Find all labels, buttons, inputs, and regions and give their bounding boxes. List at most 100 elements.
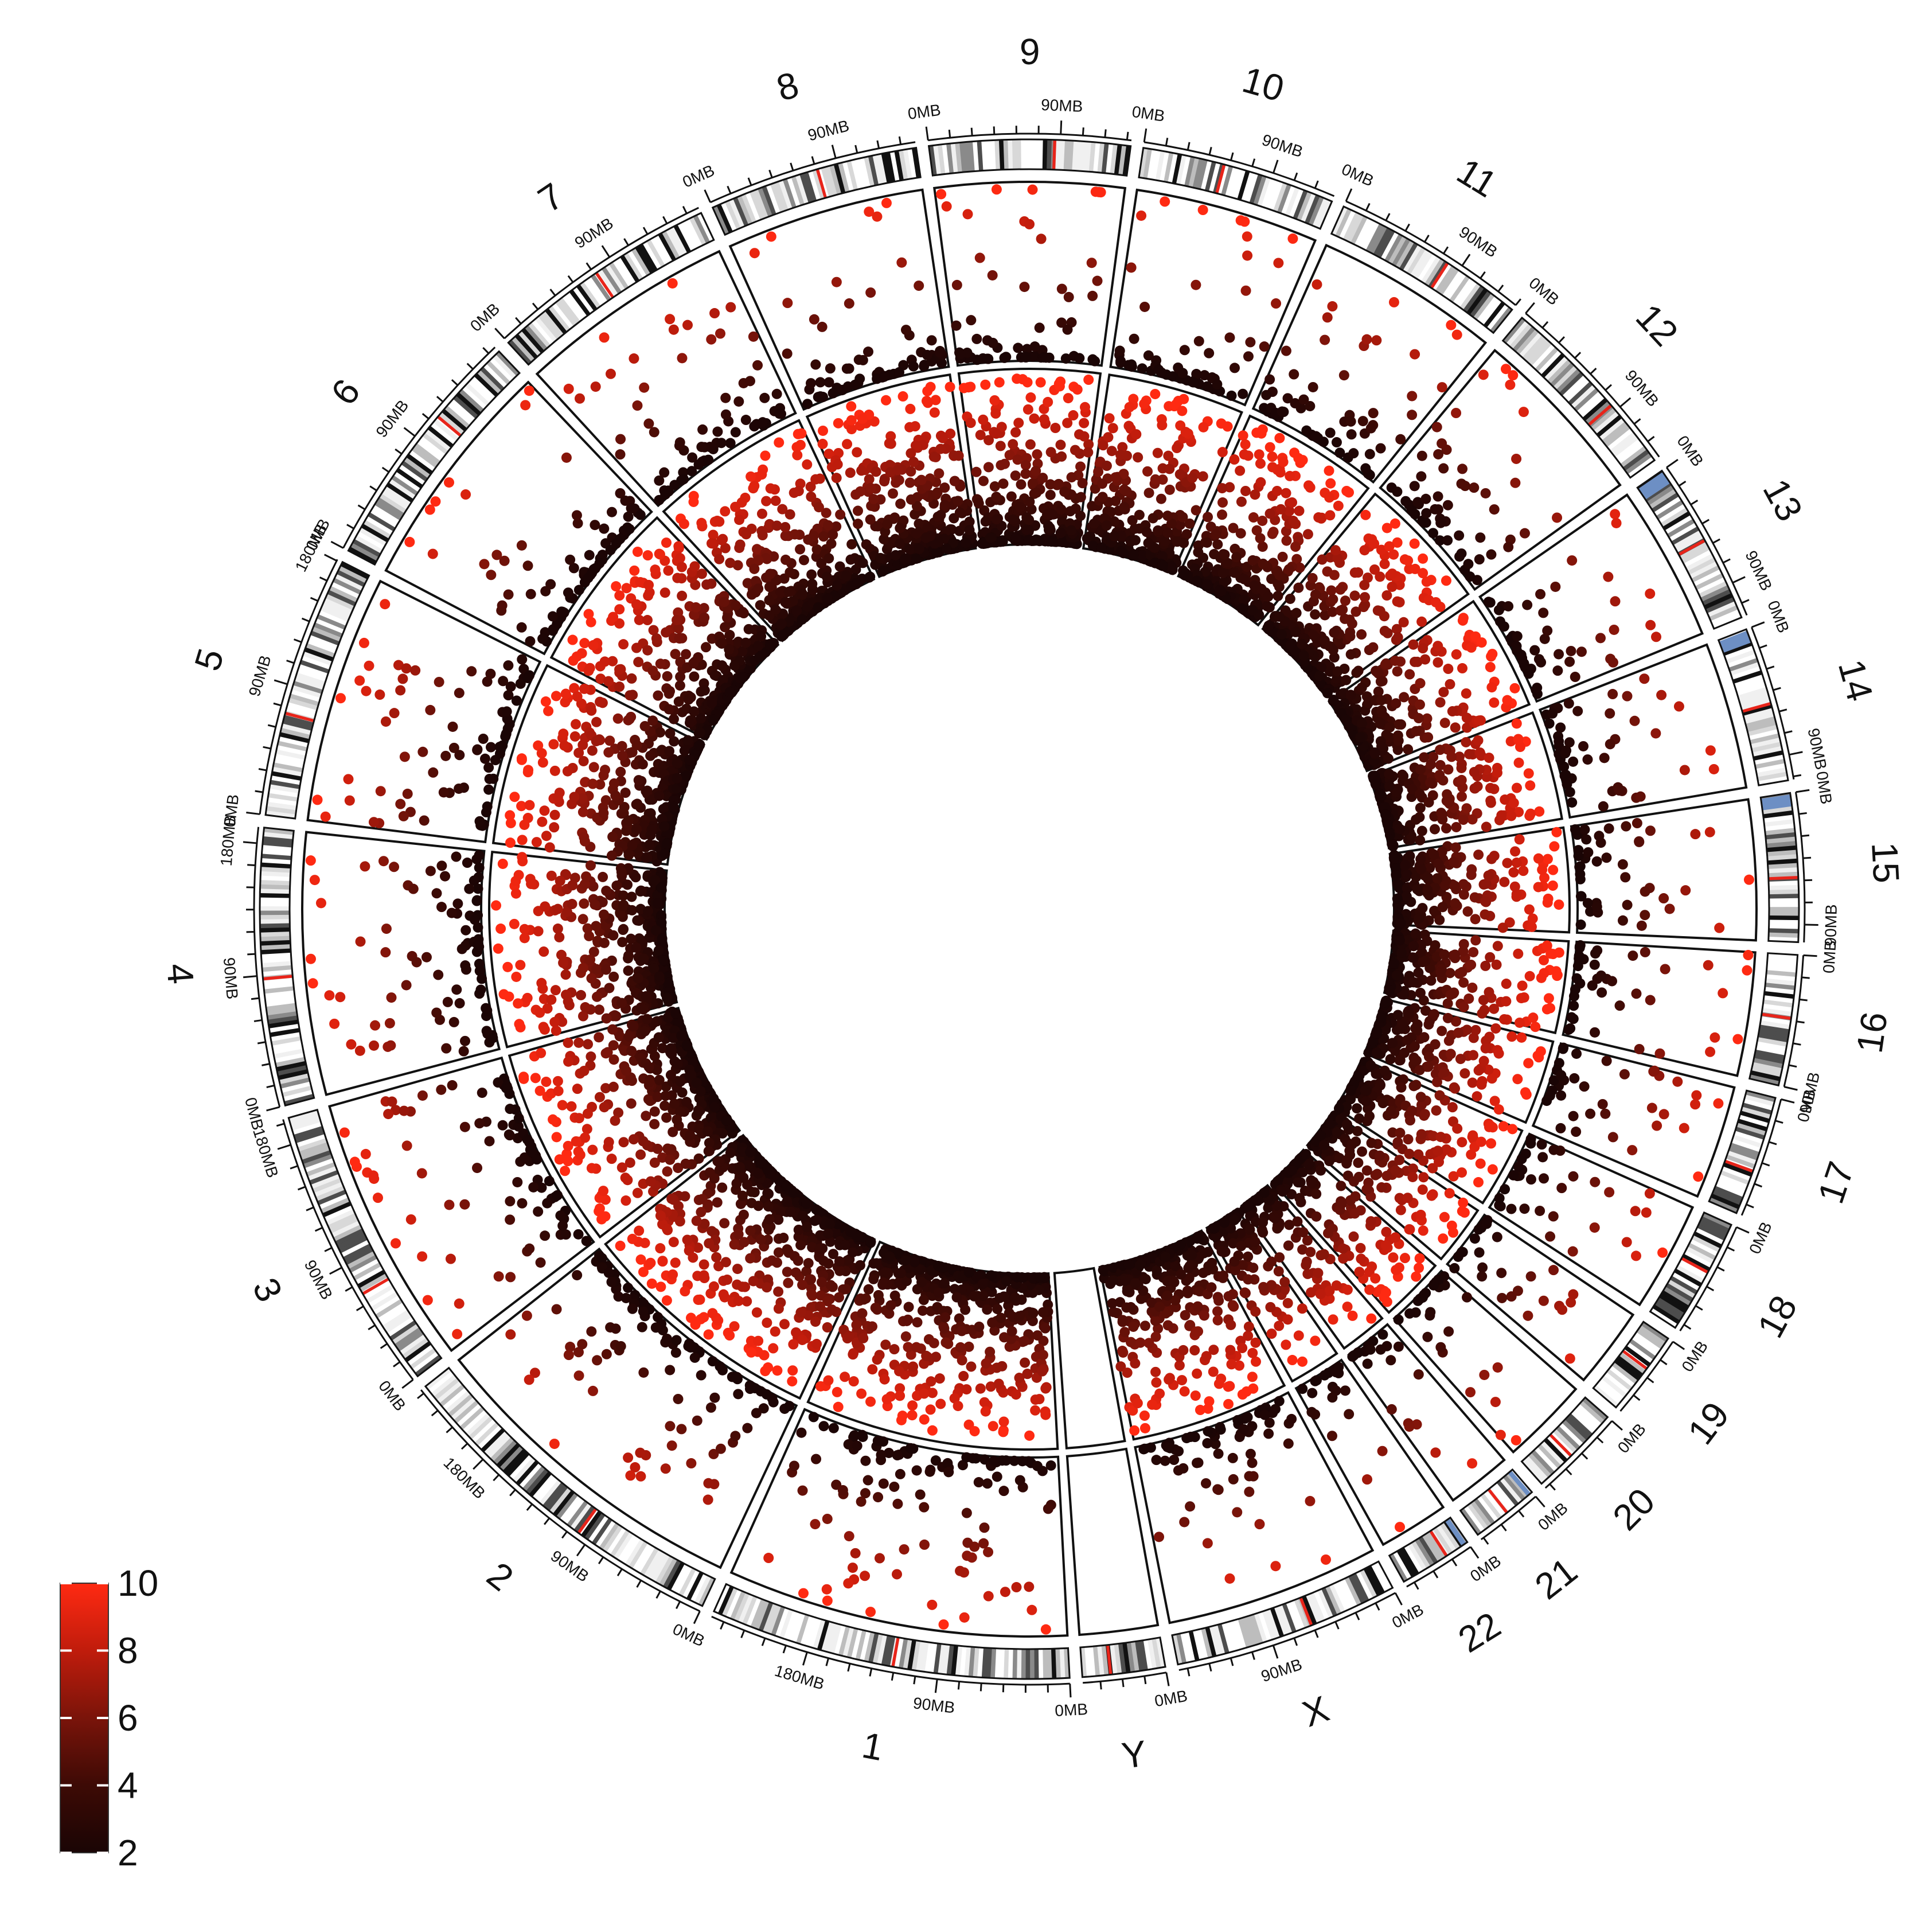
outer-track-point	[335, 992, 346, 1003]
inner-track-point	[608, 1040, 619, 1051]
ideogram-band	[1740, 695, 1770, 708]
ideogram-band	[647, 1551, 666, 1580]
ideogram-band	[1665, 515, 1693, 535]
ideogram-band	[602, 266, 622, 294]
outer-track-point	[852, 1440, 862, 1451]
inner-track-point	[993, 1378, 1004, 1389]
inner-track-point	[813, 602, 823, 613]
outer-track-point	[474, 958, 485, 969]
ideogram-band	[331, 582, 360, 599]
ideogram-band	[1744, 712, 1775, 724]
inner-track-point	[601, 886, 612, 897]
ideogram-band	[829, 1623, 842, 1654]
ideogram-band	[459, 388, 485, 412]
ideogram-band	[1293, 190, 1308, 220]
ideogram-band	[1055, 1648, 1061, 1679]
ideogram-band	[662, 231, 680, 259]
outer-track-point	[789, 1460, 799, 1471]
inner-track-point	[1075, 461, 1086, 472]
inner-track-point	[980, 1406, 991, 1417]
inner-track-point	[764, 595, 775, 606]
inner-track-point	[756, 631, 767, 642]
inner-track-point	[961, 537, 971, 548]
centromere-marker	[362, 1277, 389, 1295]
ideogram-band	[1669, 1276, 1698, 1295]
ideogram-band	[548, 305, 571, 332]
inner-track-point	[797, 614, 807, 625]
inner-track-point	[707, 698, 717, 708]
outer-track-point	[632, 400, 643, 411]
ideogram-band	[1531, 344, 1556, 369]
outer-track-point	[309, 875, 320, 886]
ideogram-band	[493, 1440, 517, 1465]
inner-track-point	[834, 1265, 845, 1276]
ideogram-band	[1766, 841, 1797, 848]
ideogram-band	[898, 1638, 908, 1669]
inner-track-point	[665, 728, 676, 739]
ideogram-band	[1301, 1595, 1317, 1625]
ideogram-band	[1727, 653, 1757, 668]
inner-track-point	[517, 835, 528, 845]
ideogram-band	[1204, 161, 1217, 192]
ideogram-band	[698, 1577, 715, 1606]
ideogram-band	[1667, 1279, 1696, 1299]
inner-track-point	[607, 831, 618, 842]
outer-track-point	[1009, 1455, 1020, 1466]
outer-track-point	[1043, 1503, 1053, 1514]
inner-track-point	[653, 690, 663, 701]
inner-track-point	[994, 1292, 1005, 1303]
inner-track-point	[889, 1290, 900, 1301]
outer-track-point	[529, 1367, 540, 1378]
ideogram-band	[1764, 819, 1794, 827]
ideogram-band	[599, 1522, 619, 1550]
ideogram-band	[955, 142, 963, 173]
outer-track-point	[469, 914, 480, 925]
inner-track-point	[626, 933, 637, 944]
inner-track-point	[1020, 1357, 1031, 1368]
outer-track-point	[431, 888, 442, 899]
outer-track-point	[1074, 353, 1085, 364]
inner-track-point	[643, 1062, 654, 1073]
inner-track-point	[681, 649, 692, 660]
outer-track-point	[436, 902, 447, 913]
inner-track-point	[1006, 491, 1017, 502]
ideogram-band	[1143, 1639, 1153, 1670]
chr-20-ideogram-outline	[1520, 1396, 1609, 1485]
inner-track-point	[537, 983, 548, 994]
outer-track-point	[667, 278, 678, 289]
inner-track-point	[773, 1214, 784, 1225]
ideogram-band	[1466, 1503, 1489, 1530]
inner-track-point	[883, 1268, 893, 1279]
ideogram-band	[584, 1513, 606, 1540]
inner-track-point	[831, 521, 842, 532]
inner-track-point	[542, 1003, 553, 1014]
ideogram-band	[617, 1534, 637, 1562]
ideogram-band	[1751, 1066, 1782, 1077]
ideogram-band	[1611, 1362, 1638, 1385]
ideogram-band	[733, 1592, 750, 1622]
inner-track-point	[917, 1305, 928, 1316]
ideogram-band	[1317, 1589, 1333, 1619]
ideogram-band	[278, 736, 309, 747]
ideogram-band	[1755, 1045, 1786, 1056]
ideogram-band	[299, 1141, 329, 1156]
ideogram-band	[1480, 1493, 1502, 1520]
outer-track-point	[431, 1007, 442, 1018]
ideogram-band	[1657, 1297, 1685, 1318]
outer-track-point	[493, 1077, 504, 1088]
ideogram-band	[309, 1170, 339, 1185]
inner-track-point	[737, 1147, 748, 1158]
outer-track-point	[596, 1253, 607, 1264]
inner-track-point	[764, 582, 775, 593]
inner-track-point	[850, 489, 861, 500]
ideogram-band	[416, 439, 444, 462]
outer-track-point	[1032, 1460, 1043, 1471]
inner-track-point	[557, 1100, 568, 1111]
outer-track-point	[635, 1471, 646, 1482]
outer-track-point	[503, 660, 514, 671]
ideogram-band	[1038, 139, 1044, 170]
outer-track-point	[934, 347, 945, 358]
inner-track-point	[669, 1098, 680, 1109]
ideogram-band	[1606, 1369, 1633, 1391]
ideogram-band	[1369, 225, 1388, 255]
